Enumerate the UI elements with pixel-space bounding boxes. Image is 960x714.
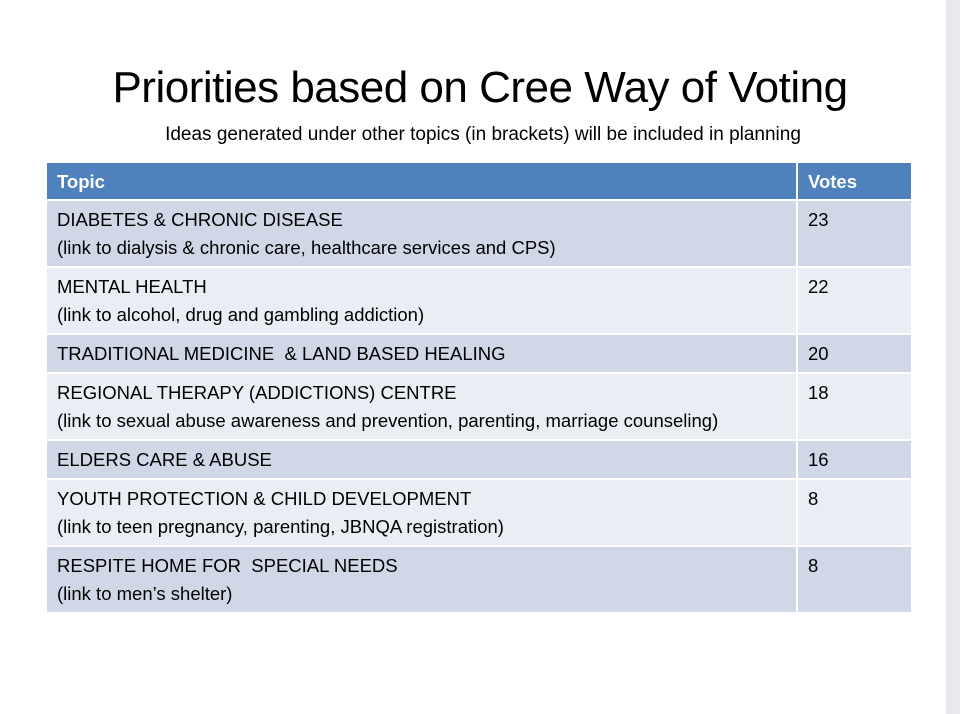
- topic-detail: (link to dialysis & chronic care, health…: [57, 237, 556, 258]
- topic-cell: TRADITIONAL MEDICINE & LAND BASED HEALIN…: [47, 333, 798, 373]
- slide-title: Priorities based on Cree Way of Voting: [112, 63, 848, 112]
- topic-name: RESPITE HOME FOR SPECIAL NEEDS: [57, 555, 398, 576]
- table-row: TRADITIONAL MEDICINE & LAND BASED HEALIN…: [47, 333, 911, 373]
- table-row: REGIONAL THERAPY (ADDICTIONS) CENTRE (li…: [47, 372, 911, 440]
- table-row: ELDERS CARE & ABUSE 16: [47, 439, 911, 479]
- topic-detail: (link to sexual abuse awareness and prev…: [57, 410, 719, 431]
- topic-detail: (link to men’s shelter): [57, 583, 233, 604]
- votes-cell: 23: [797, 199, 911, 267]
- topic-name: MENTAL HEALTH: [57, 276, 207, 297]
- topic-name: YOUTH PROTECTION & CHILD DEVELOPMENT: [57, 488, 472, 509]
- slide-subtitle: Ideas generated under other topics (in b…: [165, 124, 801, 145]
- priorities-table: Topic Votes DIABETES & CHRONIC DISEASE (…: [47, 163, 911, 612]
- table-row: DIABETES & CHRONIC DISEASE (link to dial…: [47, 199, 911, 267]
- topic-name: DIABETES & CHRONIC DISEASE: [57, 209, 343, 230]
- votes-cell: 18: [797, 372, 911, 440]
- votes-cell: 8: [797, 478, 911, 546]
- topic-cell: DIABETES & CHRONIC DISEASE (link to dial…: [47, 199, 798, 267]
- votes-cell: 8: [797, 545, 911, 612]
- topic-cell: YOUTH PROTECTION & CHILD DEVELOPMENT (li…: [47, 478, 798, 546]
- topic-name: REGIONAL THERAPY (ADDICTIONS) CENTRE: [57, 382, 457, 403]
- topic-cell: MENTAL HEALTH (link to alcohol, drug and…: [47, 266, 798, 334]
- topic-cell: ELDERS CARE & ABUSE: [47, 439, 798, 479]
- topic-cell: REGIONAL THERAPY (ADDICTIONS) CENTRE (li…: [47, 372, 798, 440]
- topic-name: ELDERS CARE & ABUSE: [57, 449, 272, 470]
- topic-name: TRADITIONAL MEDICINE & LAND BASED HEALIN…: [57, 343, 506, 364]
- topic-detail: (link to alcohol, drug and gambling addi…: [57, 304, 425, 325]
- topic-detail: (link to teen pregnancy, parenting, JBNQ…: [57, 516, 504, 537]
- topic-cell: RESPITE HOME FOR SPECIAL NEEDS (link to …: [47, 545, 798, 612]
- votes-cell: 22: [797, 266, 911, 334]
- votes-cell: 16: [797, 439, 911, 479]
- header-topic: Topic: [47, 163, 798, 200]
- votes-cell: 20: [797, 333, 911, 373]
- table-header-row: Topic Votes: [47, 163, 911, 200]
- table-row: RESPITE HOME FOR SPECIAL NEEDS (link to …: [47, 545, 911, 612]
- header-votes: Votes: [797, 163, 911, 200]
- slide-edge: [946, 0, 960, 714]
- table-row: YOUTH PROTECTION & CHILD DEVELOPMENT (li…: [47, 478, 911, 546]
- table-row: MENTAL HEALTH (link to alcohol, drug and…: [47, 266, 911, 334]
